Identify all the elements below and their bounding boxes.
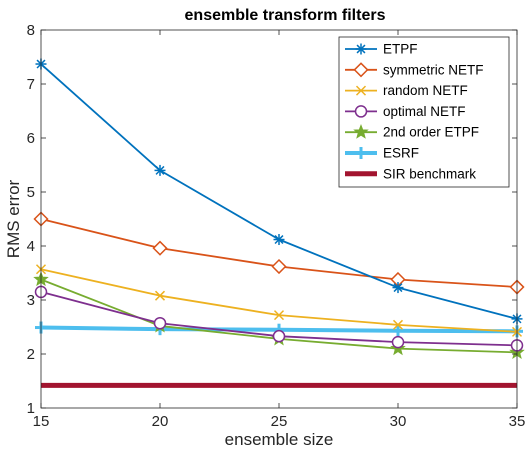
y-tick-label: 1 — [27, 400, 35, 417]
legend-item: random NETF — [345, 83, 468, 98]
data-point — [392, 319, 404, 330]
legend-label: symmetric NETF — [383, 62, 484, 77]
legend-item: symmetric NETF — [345, 62, 484, 78]
legend-marker — [355, 147, 367, 159]
legend-label: ETPF — [383, 42, 418, 57]
legend-item: ESRF — [345, 146, 419, 161]
y-tick-label: 3 — [27, 292, 35, 309]
x-tick-label: 25 — [271, 413, 288, 430]
x-tick-label: 15 — [33, 413, 50, 430]
data-point — [154, 290, 166, 301]
legend-label: 2nd order ETPF — [383, 125, 479, 140]
data-point — [392, 324, 404, 337]
legend-item: 2nd order ETPF — [345, 124, 479, 140]
series-1 — [33, 211, 525, 295]
data-point — [272, 329, 286, 343]
y-axis-label: RMS error — [4, 179, 23, 258]
data-point — [152, 240, 168, 256]
legend-label: ESRF — [383, 146, 419, 161]
data-point — [271, 258, 287, 275]
chart-title: ensemble transform filters — [185, 7, 386, 24]
x-axis-label: ensemble size — [225, 430, 334, 449]
legend-item: optimal NETF — [345, 104, 466, 119]
plot-lines — [33, 58, 525, 388]
legend-marker — [353, 124, 369, 139]
legend-label: SIR benchmark — [383, 166, 476, 181]
y-tick-label: 5 — [27, 184, 35, 201]
x-tick-label: 35 — [509, 413, 526, 430]
legend-marker — [354, 105, 368, 118]
legend-label: random NETF — [383, 83, 468, 98]
legend-item: SIR benchmark — [345, 166, 476, 181]
legend-item: ETPF — [345, 42, 418, 57]
y-tick-label: 4 — [27, 238, 35, 255]
x-tick-label: 20 — [152, 413, 169, 430]
data-point — [154, 164, 166, 176]
x-tick-label: 30 — [390, 413, 407, 430]
y-tick-label: 7 — [27, 76, 35, 93]
data-point — [392, 282, 404, 294]
data-point — [273, 310, 285, 321]
data-point — [153, 316, 167, 330]
data-point — [273, 234, 285, 246]
legend-marker — [353, 62, 369, 78]
legend-marker — [355, 43, 367, 55]
series-3 — [34, 285, 524, 352]
axes: 15 20 25 30 35 1 2 3 4 5 6 7 8 — [27, 22, 526, 430]
y-tick-label: 8 — [27, 22, 35, 39]
legend-label: optimal NETF — [383, 104, 466, 119]
legend: ETPF symmetric NETF random NETF optimal NET… — [338, 36, 510, 188]
legend-marker — [355, 85, 367, 96]
y-tick-label: 2 — [27, 346, 35, 363]
data-point — [391, 335, 405, 349]
y-tick-label: 6 — [27, 130, 35, 147]
